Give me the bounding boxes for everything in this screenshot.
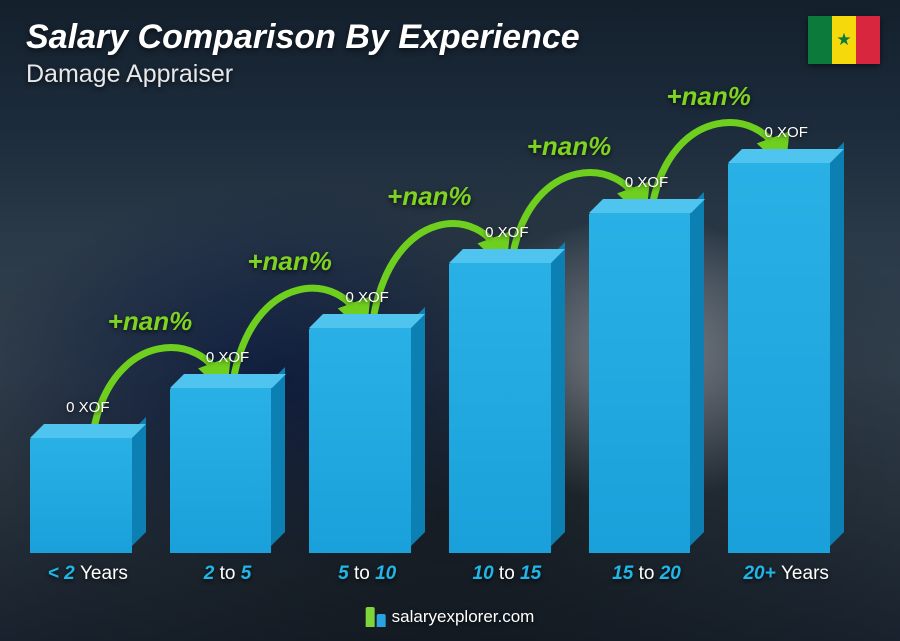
bar-group: 0 XOF < 2 Years [30, 438, 146, 585]
chart-title: Salary Comparison By Experience [26, 18, 580, 57]
bar-top [449, 249, 565, 263]
bar-value-label: 0 XOF [625, 174, 668, 191]
bar-value-label: 0 XOF [345, 289, 388, 306]
bar-front [170, 388, 272, 553]
bar-value-label: 0 XOF [206, 349, 249, 366]
bar-top [309, 314, 425, 328]
bar-group: 0 XOF 5 to 10 [309, 328, 425, 585]
bar-value-label: 0 XOF [765, 124, 808, 141]
bar-category-label: 20+ Years [743, 563, 828, 585]
brand-footer: salaryexplorer.com [366, 607, 535, 627]
bar-front [449, 263, 551, 553]
bar-top [30, 424, 146, 438]
bar: 0 XOF [589, 213, 705, 553]
bar-category-label: 10 to 15 [473, 563, 542, 585]
bar-top [728, 149, 844, 163]
brand-text: salaryexplorer.com [392, 607, 535, 627]
bar-front [309, 328, 411, 553]
bar-group: 0 XOF 10 to 15 [449, 263, 565, 585]
bar: 0 XOF [728, 163, 844, 553]
bar-side [411, 307, 425, 546]
bar-side [690, 192, 704, 546]
bar-category-label: 2 to 5 [204, 563, 252, 585]
bar-side [271, 367, 285, 546]
bar: 0 XOF [449, 263, 565, 553]
bar-category-label: 5 to 10 [338, 563, 396, 585]
bar: 0 XOF [309, 328, 425, 553]
country-flag-senegal: ★ [808, 16, 880, 64]
bar-group: 0 XOF 2 to 5 [170, 388, 286, 585]
bar-group: 0 XOF 15 to 20 [589, 213, 705, 585]
flag-stripe: ★ [832, 16, 856, 64]
flag-stripe [808, 16, 832, 64]
bar-group: 0 XOF 20+ Years [728, 163, 844, 585]
flag-star-icon: ★ [836, 31, 851, 48]
bar-side [551, 242, 565, 546]
bar-category-label: 15 to 20 [612, 563, 681, 585]
bar-side [132, 417, 146, 546]
bar-front [728, 163, 830, 553]
bar: 0 XOF [30, 438, 146, 553]
bar-top [170, 374, 286, 388]
bar-value-label: 0 XOF [485, 224, 528, 241]
brand-logo-icon [366, 607, 386, 627]
flag-stripe [856, 16, 880, 64]
bar-top [589, 199, 705, 213]
bar-front [30, 438, 132, 553]
infographic-container: Salary Comparison By Experience Damage A… [0, 0, 900, 641]
bar-chart: 0 XOF< 2 Years0 XOF2 to 50 XOF5 to 100 X… [30, 105, 844, 585]
bar-side [830, 142, 844, 546]
bar-category-label: < 2 Years [48, 563, 128, 585]
bar: 0 XOF [170, 388, 286, 553]
bar-front [589, 213, 691, 553]
chart-subtitle: Damage Appraiser [26, 60, 233, 89]
bar-value-label: 0 XOF [66, 399, 109, 416]
